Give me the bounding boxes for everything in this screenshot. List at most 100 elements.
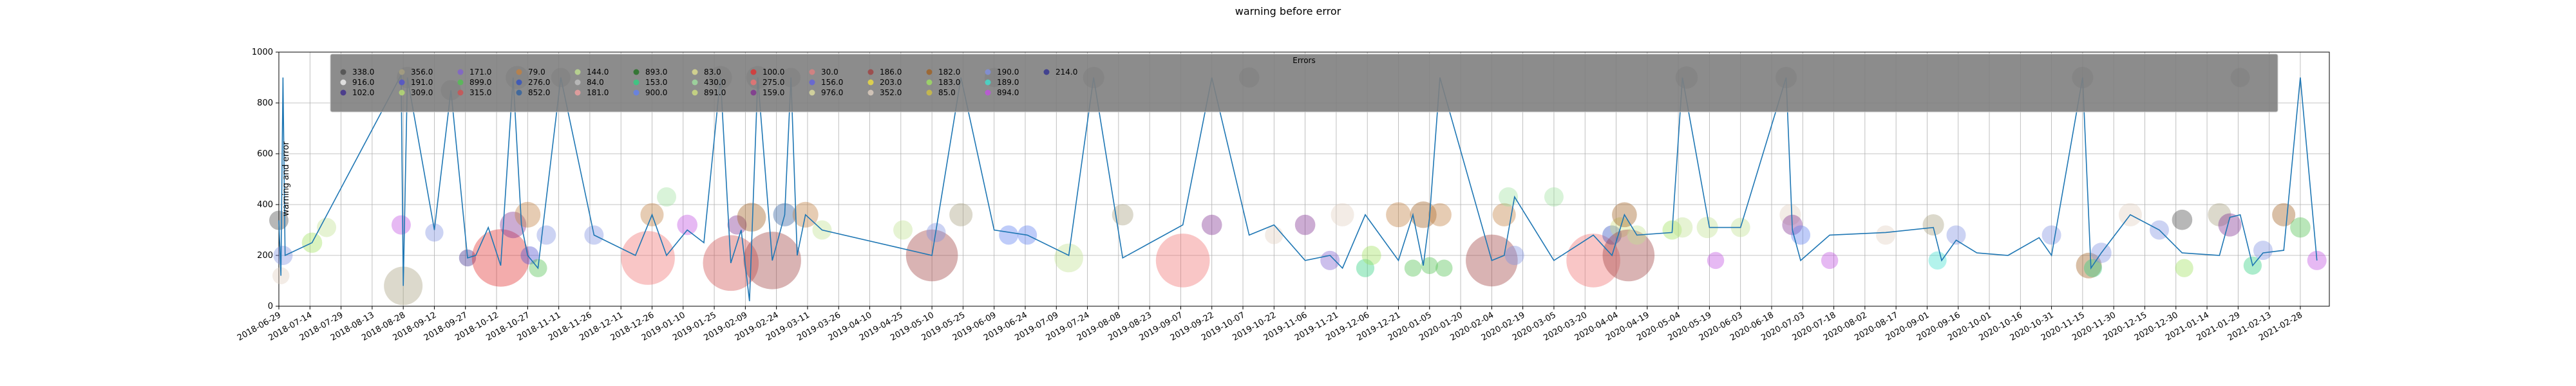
- data-point: [727, 215, 747, 235]
- data-point: [1356, 259, 1375, 277]
- series-line: [278, 75, 2318, 302]
- legend-marker: [809, 79, 815, 86]
- data-point: [999, 225, 1019, 245]
- legend-entry-label: 430.0: [704, 78, 726, 87]
- legend-marker: [750, 89, 757, 96]
- data-point: [1707, 252, 1725, 270]
- legend-marker: [926, 69, 933, 75]
- data-point: [1791, 225, 1811, 245]
- legend-entry-label: 899.0: [469, 78, 491, 87]
- data-point: [1492, 203, 1516, 226]
- data-point: [1566, 234, 1620, 288]
- legend-marker: [340, 89, 346, 96]
- data-point: [677, 214, 698, 235]
- legend-marker: [574, 79, 581, 86]
- legend-entry-label: 144.0: [587, 68, 609, 77]
- data-point: [1779, 204, 1801, 226]
- legend-marker: [574, 69, 581, 75]
- y-tick-label: 0: [268, 302, 273, 311]
- data-point: [1404, 259, 1422, 277]
- data-point: [657, 187, 677, 207]
- legend-marker: [867, 89, 874, 96]
- legend-entry-label: 100.0: [762, 68, 784, 77]
- legend-entry-label: 315.0: [469, 88, 491, 97]
- y-tick-label: 1000: [252, 48, 273, 57]
- data-point: [2175, 259, 2193, 277]
- legend-entry-label: 214.0: [1056, 68, 1077, 77]
- legend-entry-label: 916.0: [352, 78, 374, 87]
- legend-entry-label: 84.0: [587, 78, 604, 87]
- data-point: [893, 220, 913, 240]
- legend-entry-label: 171.0: [469, 68, 491, 77]
- legend-entry-label: 181.0: [587, 88, 609, 97]
- legend-marker: [867, 69, 874, 75]
- data-point: [2208, 203, 2231, 226]
- legend-marker: [692, 89, 698, 96]
- legend-entry-label: 891.0: [704, 88, 726, 97]
- data-point: [1201, 214, 1222, 235]
- legend-marker: [809, 69, 815, 75]
- legend-entry-label: 79.0: [528, 68, 545, 77]
- data-point: [1112, 204, 1133, 226]
- legend-entry-label: 309.0: [411, 88, 433, 97]
- legend-entry-label: 356.0: [411, 68, 433, 77]
- legend-entry-label: 182.0: [938, 68, 960, 77]
- legend-marker: [985, 69, 991, 75]
- legend-entry-label: 153.0: [645, 78, 667, 87]
- legend-marker: [516, 69, 522, 75]
- data-point: [425, 223, 444, 242]
- data-point: [1428, 203, 1452, 226]
- legend-entry-label: 852.0: [528, 88, 550, 97]
- legend-marker: [750, 79, 757, 86]
- data-point: [536, 225, 556, 245]
- legend-box: [330, 53, 2278, 113]
- data-point: [317, 217, 337, 237]
- data-point: [2076, 252, 2102, 279]
- legend-marker: [1043, 69, 1050, 75]
- legend-marker: [457, 89, 464, 96]
- legend-entry-label: 102.0: [352, 88, 374, 97]
- legend-marker: [692, 79, 698, 86]
- legend-marker: [340, 69, 346, 75]
- legend-marker: [457, 79, 464, 86]
- data-point: [737, 203, 766, 232]
- data-point: [1331, 203, 1354, 226]
- data-point: [1821, 252, 1839, 270]
- y-tick-label: 600: [257, 149, 273, 159]
- legend-marker: [457, 69, 464, 75]
- legend-title: Errors: [1293, 56, 1316, 65]
- chart-title: warning before error: [1235, 5, 1341, 17]
- legend-marker: [399, 69, 405, 75]
- legend-marker: [926, 89, 933, 96]
- legend-marker: [750, 69, 757, 75]
- legend-entry-label: 83.0: [704, 68, 721, 77]
- legend-marker: [633, 69, 639, 75]
- data-point: [1928, 251, 1947, 270]
- data-point: [391, 215, 411, 235]
- data-point: [1922, 214, 1944, 236]
- data-point: [2041, 225, 2061, 245]
- legend-entry-label: 894.0: [997, 88, 1019, 97]
- data-point: [2083, 259, 2103, 277]
- data-point: [1499, 187, 1519, 207]
- data-point: [273, 246, 293, 265]
- legend-marker: [633, 79, 639, 86]
- legend-entry-label: 275.0: [762, 78, 784, 87]
- legend-entry-label: 191.0: [411, 78, 433, 87]
- legend-marker: [926, 79, 933, 86]
- data-point: [520, 246, 539, 265]
- y-tick-label: 800: [257, 98, 273, 108]
- data-point: [1054, 243, 1083, 273]
- data-point: [1265, 226, 1283, 244]
- data-point: [1504, 246, 1524, 265]
- legend-entry-label: 30.0: [821, 68, 838, 77]
- data-point: [1696, 216, 1718, 239]
- legend-marker: [867, 79, 874, 86]
- data-point: [1320, 250, 1340, 270]
- legend-marker: [692, 69, 698, 75]
- legend-entry-label: 900.0: [645, 88, 667, 97]
- data-point: [1672, 217, 1693, 238]
- data-point: [621, 231, 675, 285]
